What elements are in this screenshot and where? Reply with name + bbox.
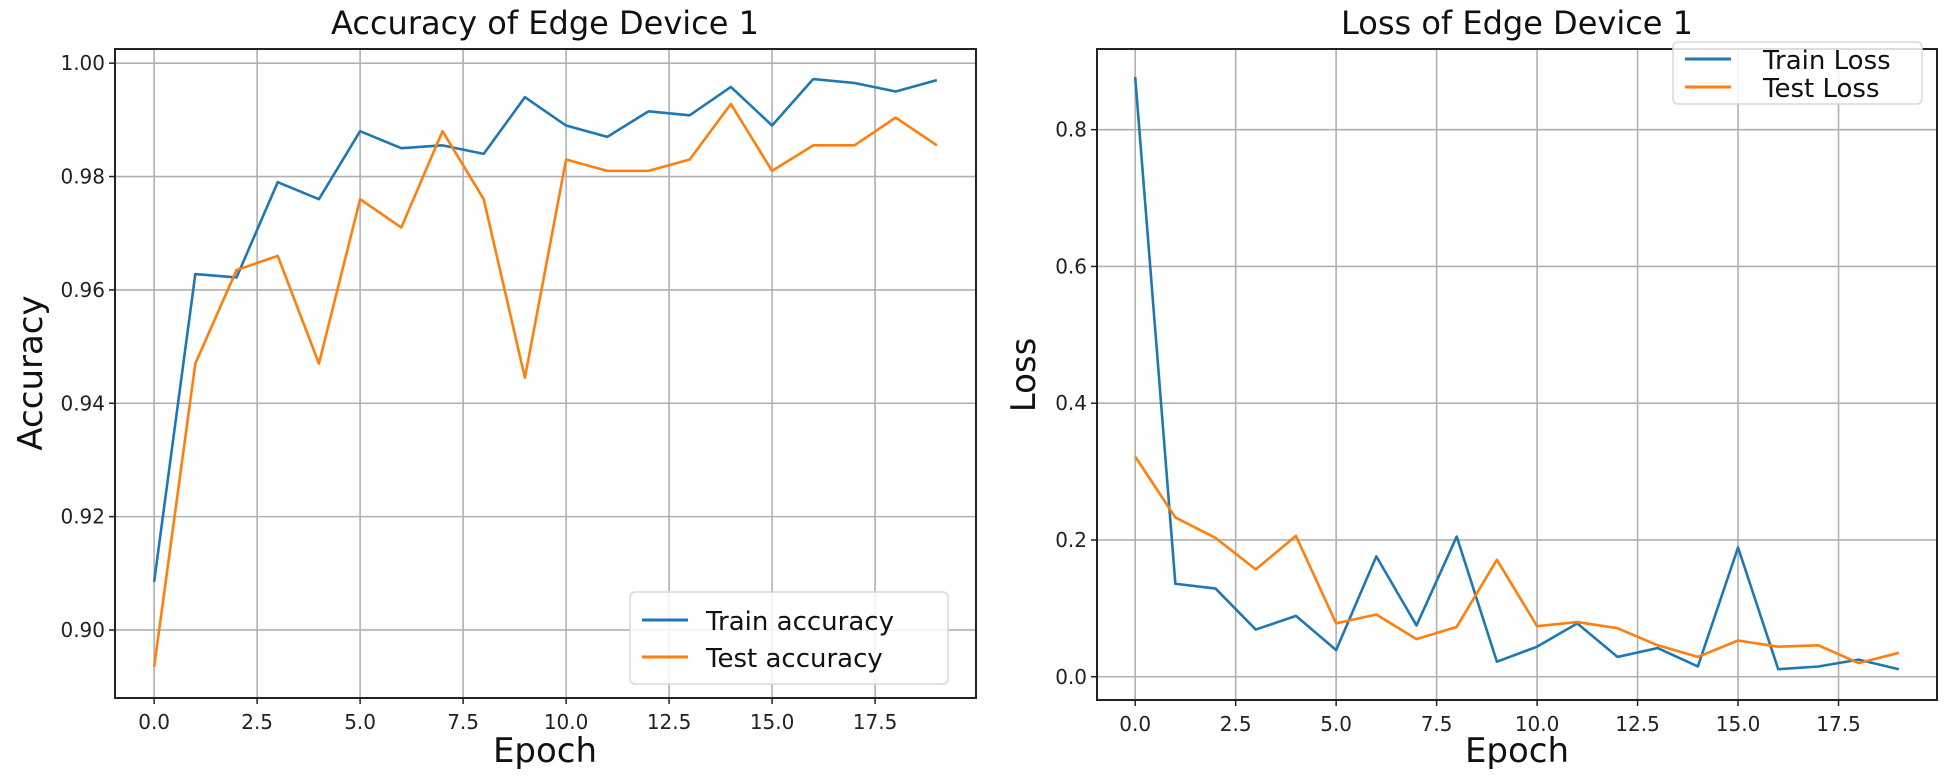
y-tick-label: 0.90: [60, 618, 105, 642]
y-tick-label: 0.96: [60, 278, 105, 302]
x-tick-label: 2.5: [1220, 712, 1252, 736]
chart-title: Loss of Edge Device 1: [1341, 4, 1693, 42]
series-line-train-loss: [1133, 76, 1900, 671]
x-tick-label: 15.0: [750, 710, 795, 734]
x-tick-label: 10.0: [544, 710, 589, 734]
x-tick-label: 5.0: [1320, 712, 1352, 736]
series-line-test-accuracy: [152, 102, 938, 668]
axes-frame: [114, 48, 977, 699]
y-tick-label: 0.92: [60, 505, 105, 529]
x-tick-label: 5.0: [344, 710, 376, 734]
x-tick-label: 7.5: [1421, 712, 1453, 736]
series-line-train-accuracy: [152, 77, 938, 582]
x-tick-label: 15.0: [1716, 712, 1761, 736]
y-axis-label: Loss: [1004, 338, 1044, 413]
x-tick-label: 0.0: [1119, 712, 1151, 736]
legend: Train accuracy Test accuracy: [629, 591, 949, 685]
y-tick-label: 0.94: [60, 391, 105, 415]
y-tick-label: 0.0: [1055, 665, 1087, 689]
series-line-test-loss: [1134, 455, 1900, 665]
x-tick-label: 17.5: [853, 710, 898, 734]
x-tick-label: 17.5: [1816, 712, 1861, 736]
legend-box: [1672, 41, 1923, 105]
x-tick-label: 2.5: [241, 710, 273, 734]
legend-box: [629, 591, 949, 685]
legend-label: Train Loss: [1762, 46, 1891, 76]
x-tick-label: 10.0: [1515, 712, 1560, 736]
legend-label: Test Loss: [1762, 74, 1880, 104]
chart-title: Accuracy of Edge Device 1: [331, 4, 759, 42]
accuracy-chart: Accuracy of Edge Device 1 Epoch Accuracy…: [11, 4, 977, 771]
x-tick-label: 0.0: [138, 710, 170, 734]
legend-label: Train accuracy: [705, 607, 894, 637]
x-axis-label: Epoch: [493, 731, 597, 771]
x-tick-label: 7.5: [447, 710, 479, 734]
y-tick-label: 0.6: [1055, 254, 1087, 278]
y-tick-label: 0.2: [1055, 528, 1087, 552]
x-tick-label: 12.5: [1615, 712, 1660, 736]
x-tick-label: 12.5: [647, 710, 692, 734]
x-axis-label: Epoch: [1465, 731, 1569, 771]
loss-chart: Loss of Edge Device 1 Epoch Loss 0.0 2.5 5…: [1004, 4, 1938, 771]
y-axis-label: Accuracy: [11, 295, 51, 450]
y-tick-label: 0.98: [60, 165, 105, 189]
y-tick-label: 1.00: [60, 51, 105, 75]
y-tick-label: 0.8: [1055, 118, 1087, 142]
y-tick-label: 0.4: [1055, 391, 1087, 415]
legend-label: Test accuracy: [705, 644, 883, 674]
axes-frame: [1096, 48, 1938, 701]
